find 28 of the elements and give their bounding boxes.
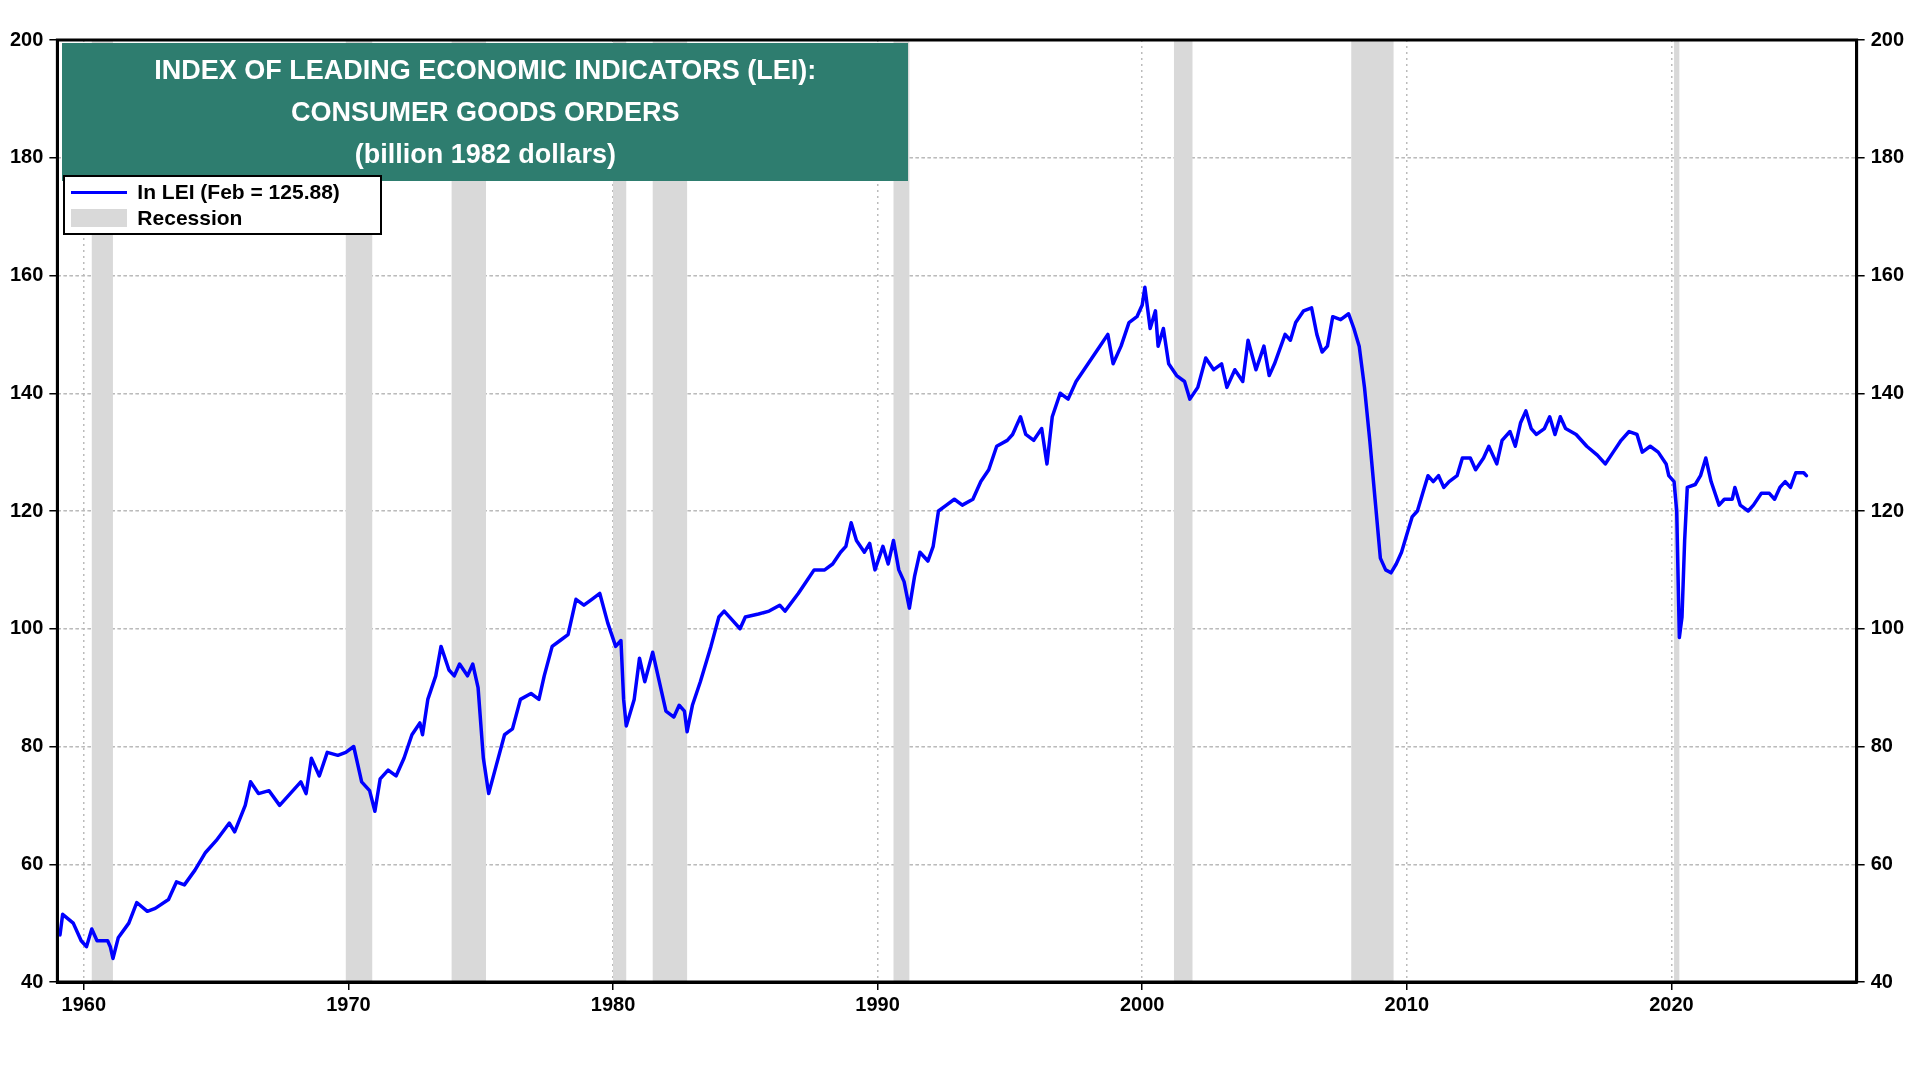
x-tick-label: 1960 — [61, 992, 107, 1015]
y2-tick-label: 60 — [1870, 851, 1893, 874]
x-tick-label: 2000 — [1119, 992, 1165, 1015]
band-label: Recession — [137, 206, 243, 230]
x-tick-label: 1980 — [590, 992, 636, 1015]
x-tick-label: 2010 — [1384, 992, 1430, 1015]
y-tick-label: 120 — [9, 498, 44, 521]
y-tick-label: 80 — [21, 734, 44, 757]
y-tick-label: 200 — [9, 27, 44, 50]
y2-tick-label: 160 — [1870, 263, 1905, 286]
x-tick-label: 2020 — [1649, 992, 1694, 1015]
y2-tick-label: 100 — [1870, 616, 1905, 639]
title-banner: INDEX OF LEADING ECONOMIC INDICATORS (LEI): CONSUMER GOODS ORDERS (billion 1982 dollars) — [62, 43, 909, 181]
y2-tick-label: 40 — [1870, 969, 1893, 992]
x-tick-label: 1990 — [855, 992, 900, 1015]
y2-tick-label: 180 — [1870, 145, 1905, 168]
legend-label: In LEI (Feb = 125.88) — [137, 180, 340, 204]
y2-tick-label: 120 — [1870, 498, 1905, 521]
y-tick-label: 140 — [9, 380, 44, 403]
y-tick-label: 40 — [21, 969, 44, 992]
y-tick-label: 60 — [21, 851, 44, 874]
x-tick-label: 1970 — [326, 992, 371, 1015]
y-tick-label: 100 — [9, 616, 44, 639]
y2-tick-label: 140 — [1870, 380, 1905, 403]
y2-tick-label: 200 — [1870, 27, 1905, 50]
y-tick-label: 180 — [9, 145, 44, 168]
y-tick-label: 160 — [9, 263, 44, 286]
y2-tick-label: 80 — [1870, 734, 1893, 757]
